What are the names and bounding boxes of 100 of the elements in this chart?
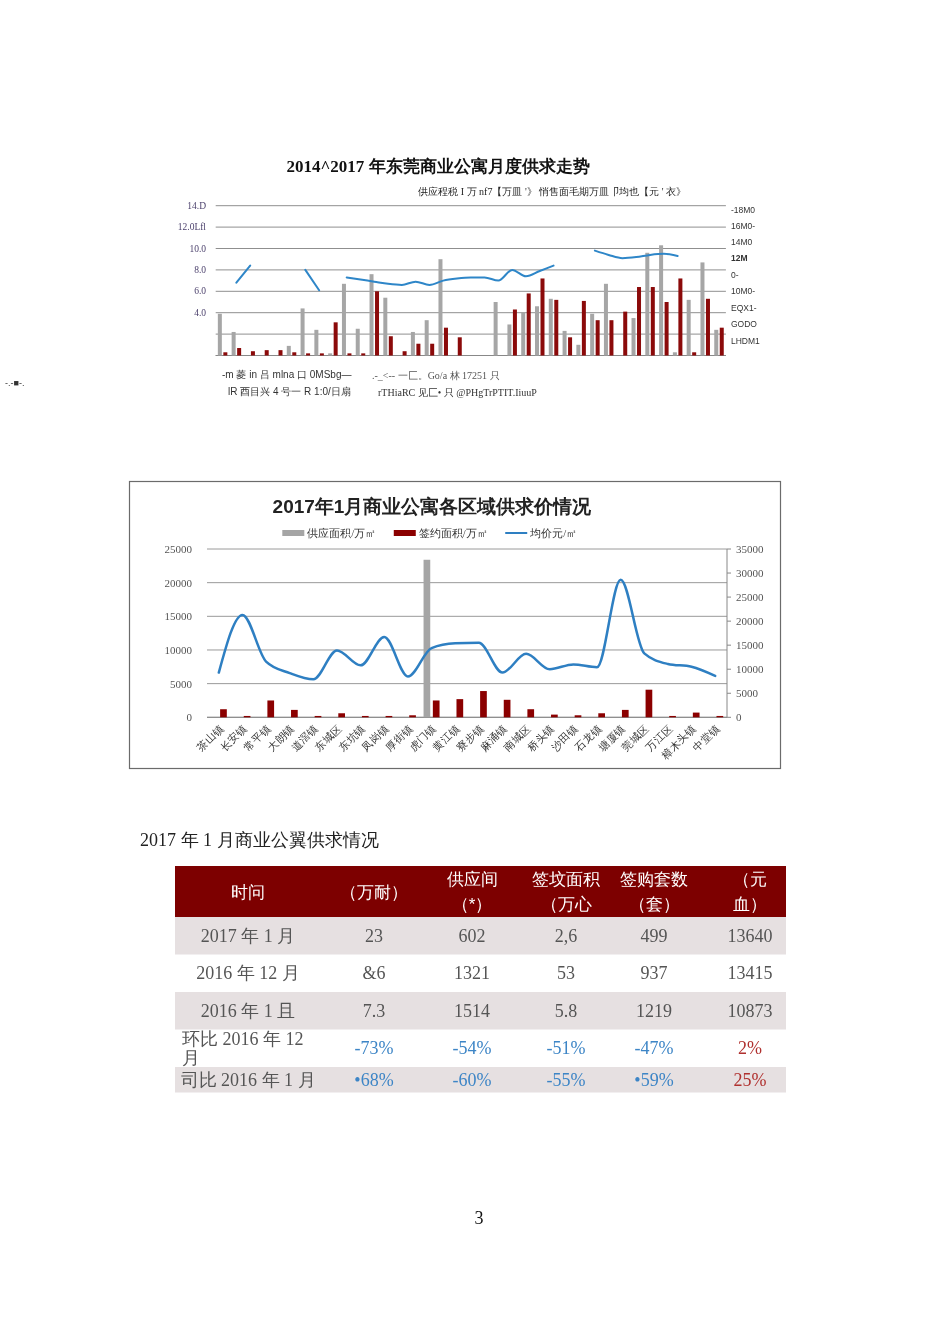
bar [678, 278, 683, 356]
bar [347, 353, 352, 356]
bar [719, 327, 724, 356]
y-tick-label: 14.D [187, 200, 207, 211]
text: LHDM1 [731, 336, 761, 347]
bar [568, 337, 573, 356]
y-tick-label: 15000 [164, 610, 193, 623]
bar [581, 300, 586, 356]
y-tick-label: 25000 [164, 543, 193, 555]
y2-tick-label: 10000 [736, 663, 764, 676]
text: 25% [733, 1069, 767, 1090]
text: 5.8 [554, 1000, 578, 1021]
bar [361, 353, 366, 356]
bar [375, 291, 380, 356]
bar [333, 322, 338, 356]
bar [438, 259, 443, 356]
y2-tick-label: 20000 [736, 615, 764, 628]
chart-subtitle: 供应程税 I 万 nf7【万皿 '》 悄售面毛期万皿卩均也【元 ' 衣》 [418, 185, 686, 197]
text: 1219 [636, 1000, 672, 1021]
y-tick-label: 10000 [164, 643, 193, 656]
text: 13415 [727, 963, 773, 984]
bar [306, 353, 311, 356]
bar [443, 327, 448, 356]
text: &6 [362, 963, 386, 984]
text: -60% [452, 1069, 492, 1090]
legend-label: 签约面积/万㎡ [418, 527, 488, 539]
text: 3 [474, 1208, 484, 1228]
bar [609, 320, 614, 356]
text: .-_<-- 一匚。Go/a 林 17251 只 [372, 369, 500, 381]
bar [659, 245, 664, 356]
category-label: 2016 年 12 月 [196, 963, 300, 984]
bar [237, 348, 242, 356]
y2-tick-label: 30000 [736, 567, 764, 580]
legend-label: 供应面积/万㎡ [307, 526, 377, 539]
text: 2% [738, 1038, 762, 1059]
bar [341, 283, 346, 356]
chart-title: 2017年1月商业公寓各区域供求价情况 [272, 495, 593, 517]
bar [562, 330, 567, 356]
text: 10873 [727, 1000, 773, 1021]
bar [424, 320, 429, 356]
text: 53 [557, 963, 575, 984]
text: 10M0- [731, 285, 756, 296]
text: 14M0 [731, 237, 753, 247]
bar [291, 709, 298, 718]
text: 7.3 [362, 1000, 386, 1021]
bar [383, 297, 388, 356]
bar [540, 278, 545, 356]
bar [645, 252, 650, 356]
bar [512, 309, 517, 356]
chart-title: 2014^2017 年东莞商业公寓月度供求走势 [286, 156, 590, 176]
bar [430, 343, 435, 356]
bar [672, 352, 677, 356]
bar [267, 700, 275, 718]
bar [223, 352, 228, 356]
bar [664, 302, 669, 356]
bar [220, 709, 227, 718]
category-label: 司比 2016 年 1 月 [180, 1069, 316, 1090]
bar [705, 298, 710, 356]
text: -m 菱 in 吕 mlna 口 0MSbg— [222, 368, 352, 380]
y-tick-label: 4.0 [194, 307, 207, 318]
bar [409, 715, 416, 718]
text: lR 酉目兴 4 号一 R 1:0/日扇 [228, 385, 351, 397]
bar [231, 331, 236, 356]
text: -.-■-. [5, 378, 25, 388]
bar [432, 700, 440, 718]
bar [217, 313, 222, 356]
category-label: 环比 2016 年 12 月 [182, 1028, 304, 1068]
text: 1321 [454, 963, 490, 984]
text: 2017 年 1 月商业公翼供求情况 [140, 830, 379, 850]
bar [264, 350, 269, 356]
y-tick-label: 5000 [170, 677, 193, 690]
bar [402, 351, 407, 356]
bar [637, 287, 642, 356]
bar [388, 336, 393, 356]
category-label: （万耐） [340, 882, 408, 901]
bar [700, 262, 705, 356]
y2-tick-label: 15000 [736, 639, 764, 652]
y2-tick-label: 35000 [736, 543, 764, 555]
y-tick-label: 20000 [164, 576, 193, 589]
bar [456, 699, 464, 718]
bar [650, 287, 655, 356]
text: •68% [354, 1069, 394, 1090]
bar [692, 352, 697, 356]
text: 0- [731, 269, 739, 280]
bar [526, 293, 531, 356]
bar [314, 329, 319, 356]
bar [319, 353, 324, 356]
category-label: 供应间（*） [446, 869, 498, 914]
bar [410, 331, 415, 356]
bar [480, 691, 487, 718]
bar [576, 344, 581, 356]
text: 937 [640, 963, 668, 984]
bar [554, 299, 559, 356]
category-label: 签购套数（套） [620, 869, 688, 914]
bar [527, 709, 535, 718]
y2-tick-label: 0 [736, 711, 742, 724]
category-label: （元血） [733, 869, 767, 914]
text: -73% [354, 1038, 394, 1059]
category-label: 2017 年 1 月 [200, 925, 296, 946]
bar [621, 709, 629, 718]
